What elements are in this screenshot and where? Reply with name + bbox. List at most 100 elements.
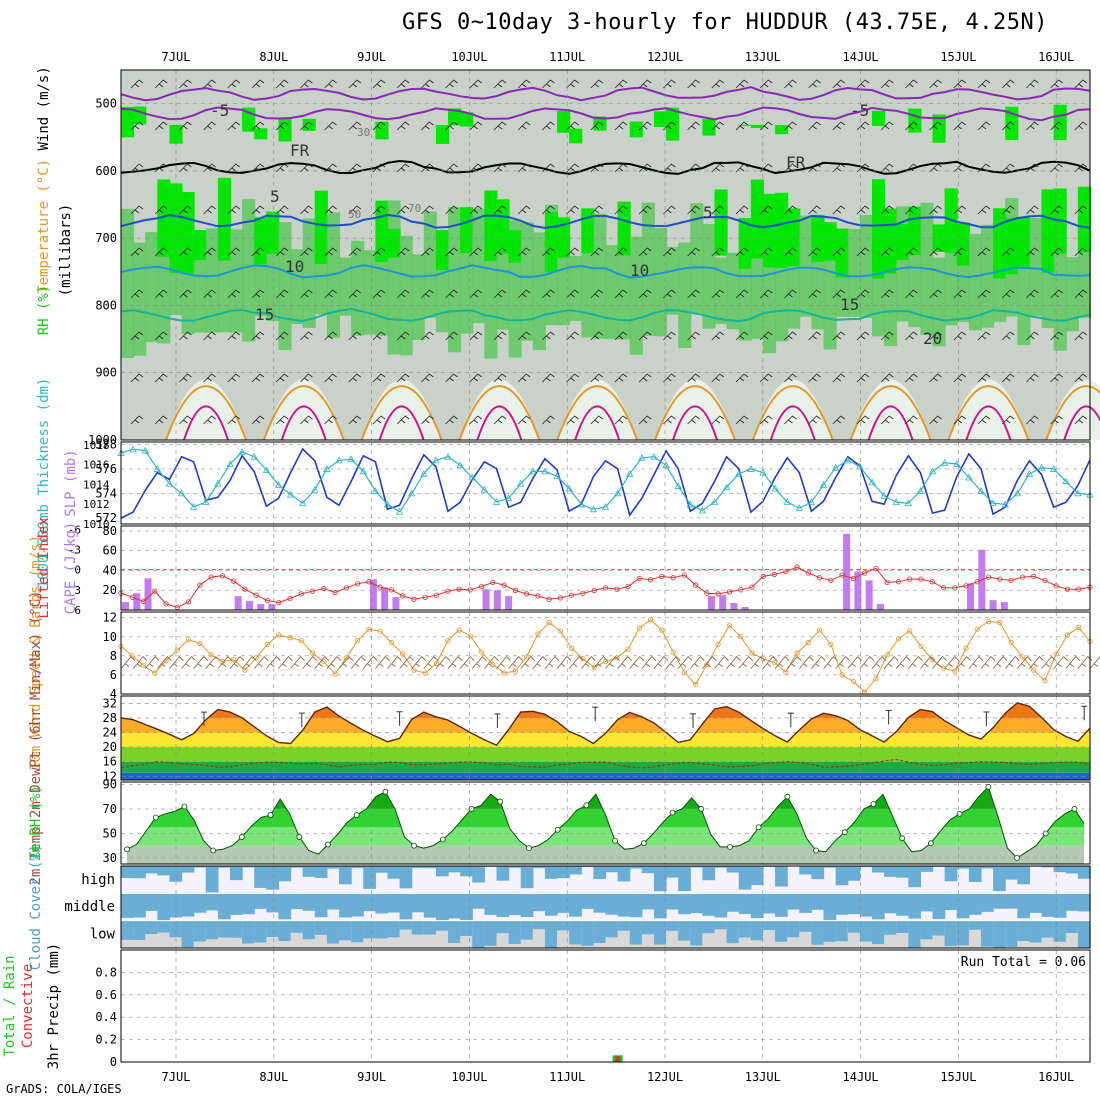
wind-tick-label: 6: [110, 668, 117, 682]
wind-barb: [1065, 655, 1081, 669]
wind-speed-marker: [895, 636, 902, 642]
rh-marker: [210, 847, 217, 854]
upper-wind-barb: [1074, 205, 1088, 215]
thickness-marker: [674, 482, 682, 489]
upper-wind-barb: [977, 79, 991, 89]
cloud-mid-cell: [290, 893, 304, 910]
wind-barb: [496, 655, 511, 669]
rh-high-cell: [835, 228, 849, 278]
upper-wind-barb: [614, 205, 628, 215]
cloud-high-cell: [823, 866, 837, 868]
upper-wind-barb: [663, 121, 676, 131]
wind-barb: [798, 655, 814, 669]
cloud-mid-cell: [690, 893, 703, 914]
upper-wind-barb: [300, 331, 313, 341]
upper-wind-barb: [1050, 163, 1063, 173]
upper-wind-barb: [566, 163, 579, 173]
cloud-high-cell: [557, 866, 570, 879]
wind-speed-marker: [478, 649, 485, 655]
temperature-range-bar: [885, 709, 892, 725]
lifted-index-marker: [850, 575, 856, 582]
precip-panel: [120, 949, 1091, 1063]
top-date-label: 11JUL: [549, 50, 585, 64]
cloud-mid-cell: [1029, 893, 1043, 913]
contour-25c: [183, 405, 229, 441]
cloud-high-cell: [435, 866, 449, 877]
wind-speed-marker: [557, 628, 564, 634]
temperature-range-bar: [494, 713, 501, 728]
upper-wind-barb: [953, 247, 967, 257]
run-total-annotation: Run Total = 0.06: [961, 955, 1086, 970]
rh-upper-cell: [375, 121, 389, 140]
upper-wind-barb: [445, 163, 458, 173]
upper-wind-barb: [1074, 373, 1088, 383]
lifted-index-marker: [738, 587, 744, 593]
rh-high-cell: [181, 192, 195, 274]
bottom-date-label: 7JUL: [162, 1070, 191, 1084]
cloud-low-cell: [339, 920, 352, 941]
upper-wind-barb: [784, 415, 797, 425]
upper-wind-barb: [324, 289, 337, 299]
upper-wind-barb: [590, 205, 604, 215]
surface-dry-dome: [655, 379, 735, 440]
wind-speed-marker: [602, 658, 609, 665]
upper-wind-barb: [905, 121, 918, 131]
upper-wind-barb: [130, 373, 144, 383]
top-date-label: 15JUL: [940, 50, 976, 64]
cloud-low-cell: [363, 920, 376, 939]
wind-speed-marker: [828, 641, 834, 648]
upper-wind-barb: [469, 205, 483, 215]
cloud-low-cell: [508, 920, 522, 944]
thickness-marker: [177, 489, 186, 497]
thickness-marker: [1037, 463, 1046, 471]
lifted-index-marker: [388, 587, 395, 593]
upper-wind-barb: [1001, 247, 1015, 257]
cloud-low-cell: [835, 920, 849, 942]
wind-barb: [302, 655, 318, 669]
contour-20c: [458, 385, 541, 441]
rh-mid-cell: [145, 231, 159, 343]
upper-wind-barb: [929, 163, 942, 173]
upper-wind-barb: [517, 289, 531, 299]
upper-wind-barb: [445, 373, 458, 383]
wind-speed-marker: [388, 639, 395, 646]
lifted-index-marker: [760, 573, 766, 580]
upper-wind-barb: [590, 121, 604, 131]
surface-dry-dome: [752, 379, 833, 440]
wind-speed-marker: [456, 627, 462, 633]
rh-mid-cell: [121, 208, 135, 358]
lifted-index-marker: [884, 579, 890, 586]
upper-wind-barb: [638, 205, 652, 215]
rh-marker: [1014, 854, 1020, 861]
temperature-tick-label: 24: [103, 726, 117, 740]
rh-high-cell: [217, 177, 232, 261]
lifted-index-marker: [828, 577, 834, 584]
lifted-index-marker: [309, 588, 316, 594]
upper-wind-barb: [493, 289, 507, 299]
rh-mid-cell: [375, 249, 389, 336]
wind-barb: [580, 655, 596, 669]
upper-wind-barb: [735, 373, 749, 383]
cloud-low-cell: [823, 920, 837, 942]
temperature-ylabel: 2m Temp 2m DewPt (6hr Min/Max) (°C): [28, 590, 44, 885]
thickness-marker: [928, 467, 937, 475]
upper-wind-barb: [251, 79, 265, 89]
rh-marker: [755, 824, 762, 831]
wind-speed-marker: [1031, 667, 1037, 673]
cloud-mid-cell: [762, 893, 776, 914]
upper-wind-barb: [832, 289, 846, 299]
upper-wind-barb: [711, 373, 725, 383]
upper-wind-barb: [905, 205, 918, 215]
upper-wind-barb: [324, 373, 337, 383]
upper-wind-barb: [566, 79, 579, 89]
cloud-low-cell: [1053, 920, 1067, 942]
rh-high-cell: [714, 189, 728, 256]
upper-wind-barb: [1026, 415, 1039, 425]
upper-wind-barb: [372, 121, 386, 131]
upper-wind-barb: [1074, 121, 1088, 131]
upper-wind-barb: [421, 79, 434, 89]
lifted-index-marker: [298, 591, 304, 597]
cloud-high-cell: [217, 866, 231, 868]
cloud-low-cell: [1017, 920, 1031, 942]
thickness-marker: [953, 460, 961, 467]
